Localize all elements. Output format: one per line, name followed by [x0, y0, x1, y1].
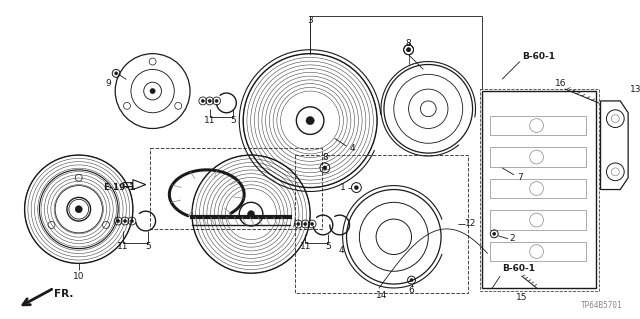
Text: 16: 16	[556, 79, 567, 88]
Circle shape	[215, 99, 218, 102]
Text: 8: 8	[322, 152, 328, 161]
Bar	[295, 155, 468, 293]
Bar	[490, 242, 586, 261]
Text: 5: 5	[230, 116, 236, 125]
Text: B-60-1: B-60-1	[522, 52, 555, 61]
Circle shape	[355, 186, 358, 189]
Circle shape	[201, 99, 204, 102]
Circle shape	[303, 222, 307, 226]
Circle shape	[410, 278, 413, 282]
Circle shape	[208, 99, 211, 102]
Circle shape	[76, 206, 82, 212]
Bar	[481, 89, 598, 291]
Text: E-19-1: E-19-1	[104, 183, 136, 192]
Circle shape	[493, 232, 496, 235]
Text: 11: 11	[204, 116, 216, 125]
Text: 14: 14	[376, 291, 388, 300]
Text: 2: 2	[509, 234, 515, 243]
Text: FR.: FR.	[54, 289, 74, 299]
Circle shape	[76, 206, 83, 213]
Text: 9: 9	[106, 79, 111, 88]
Circle shape	[406, 48, 410, 52]
Bar	[490, 210, 586, 230]
Circle shape	[150, 88, 156, 94]
Text: 11: 11	[300, 242, 311, 251]
Circle shape	[248, 211, 255, 218]
Circle shape	[116, 219, 120, 223]
Text: B-60-1: B-60-1	[502, 264, 535, 273]
Bar	[490, 116, 586, 135]
Text: 12: 12	[465, 219, 476, 228]
Text: 11: 11	[117, 242, 129, 251]
Circle shape	[310, 222, 314, 226]
Text: TP64B5701: TP64B5701	[580, 300, 622, 310]
Text: 6: 6	[409, 286, 415, 295]
Text: 13: 13	[630, 85, 640, 93]
Text: 7: 7	[517, 173, 523, 182]
Text: 15: 15	[516, 293, 527, 302]
Bar	[483, 91, 596, 288]
Bar	[150, 148, 322, 229]
Text: 5: 5	[325, 242, 331, 251]
Text: 4: 4	[349, 144, 355, 153]
Circle shape	[124, 219, 127, 223]
Circle shape	[131, 219, 134, 223]
Text: 4: 4	[339, 246, 344, 255]
Bar	[490, 147, 586, 167]
Text: 5: 5	[145, 242, 150, 251]
Circle shape	[115, 72, 118, 75]
Text: 1: 1	[340, 183, 346, 192]
Circle shape	[306, 116, 314, 125]
Circle shape	[297, 222, 300, 226]
Circle shape	[323, 166, 327, 170]
Text: 8: 8	[406, 39, 412, 48]
Text: 3: 3	[307, 16, 313, 25]
Text: 10: 10	[73, 272, 84, 281]
Circle shape	[406, 48, 410, 52]
Bar	[490, 179, 586, 198]
